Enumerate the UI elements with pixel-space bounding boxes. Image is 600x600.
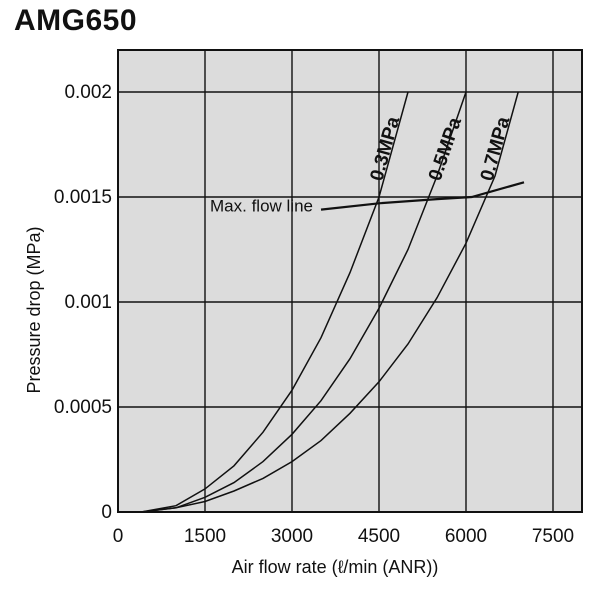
- x-tick-label: 0: [113, 526, 124, 547]
- y-tick-label: 0.001: [64, 292, 112, 313]
- y-tick-label: 0.0005: [54, 397, 112, 418]
- y-tick-labels: 0 0.0005 0.001 0.0015 0.002: [54, 82, 112, 523]
- x-tick-label: 4500: [358, 526, 400, 547]
- y-tick-label: 0: [101, 502, 112, 523]
- x-tick-label: 3000: [271, 526, 313, 547]
- x-tick-label: 6000: [445, 526, 487, 547]
- max-flow-line-label: Max. flow line: [210, 197, 313, 216]
- y-axis-label: Pressure drop (MPa): [24, 226, 44, 393]
- x-axis-label: Air flow rate (ℓ/min (ANR)): [232, 557, 439, 577]
- y-tick-label: 0.002: [64, 82, 112, 103]
- y-tick-label: 0.0015: [54, 187, 112, 208]
- x-tick-label: 1500: [184, 526, 226, 547]
- max-flow-line-group: Max. flow line: [210, 181, 525, 216]
- series-line-0.7MPa: [141, 91, 519, 513]
- x-tick-labels: 0 1500 3000 4500 6000 7500: [113, 526, 574, 547]
- series-line-0.3MPa: [141, 91, 409, 513]
- series-line-0.5MPa: [141, 91, 467, 513]
- x-tick-label: 7500: [532, 526, 574, 547]
- grid-lines: [118, 50, 582, 512]
- plot-area: [117, 49, 583, 513]
- max-flow-line: [320, 181, 525, 211]
- chart-title: AMG650: [14, 4, 138, 37]
